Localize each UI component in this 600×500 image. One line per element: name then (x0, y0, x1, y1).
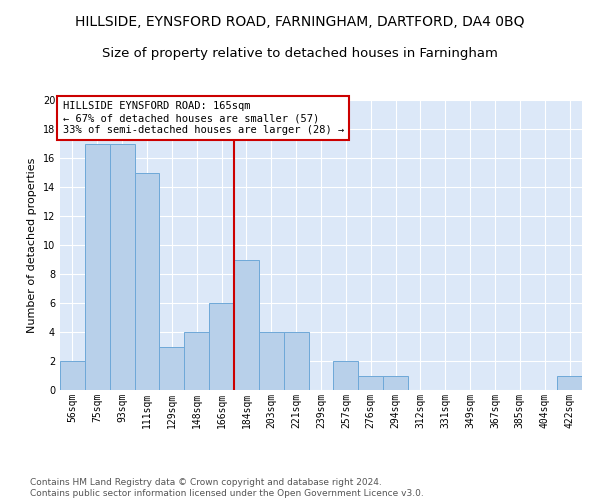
Bar (557, 376, 582, 390)
Bar (259, 332, 284, 390)
Y-axis label: Number of detached properties: Number of detached properties (27, 158, 37, 332)
Bar (209, 303, 234, 390)
Bar (358, 376, 383, 390)
Text: HILLSIDE EYNSFORD ROAD: 165sqm
← 67% of detached houses are smaller (57)
33% of : HILLSIDE EYNSFORD ROAD: 165sqm ← 67% of … (62, 102, 344, 134)
Bar (284, 332, 308, 390)
Bar (234, 260, 259, 390)
Bar (383, 376, 408, 390)
Text: Size of property relative to detached houses in Farningham: Size of property relative to detached ho… (102, 48, 498, 60)
Bar (160, 346, 184, 390)
Text: Contains HM Land Registry data © Crown copyright and database right 2024.
Contai: Contains HM Land Registry data © Crown c… (30, 478, 424, 498)
Bar (60, 361, 85, 390)
Bar (85, 144, 110, 390)
Bar (110, 144, 134, 390)
Bar (334, 361, 358, 390)
Bar (184, 332, 209, 390)
Text: HILLSIDE, EYNSFORD ROAD, FARNINGHAM, DARTFORD, DA4 0BQ: HILLSIDE, EYNSFORD ROAD, FARNINGHAM, DAR… (75, 15, 525, 29)
Bar (134, 172, 160, 390)
